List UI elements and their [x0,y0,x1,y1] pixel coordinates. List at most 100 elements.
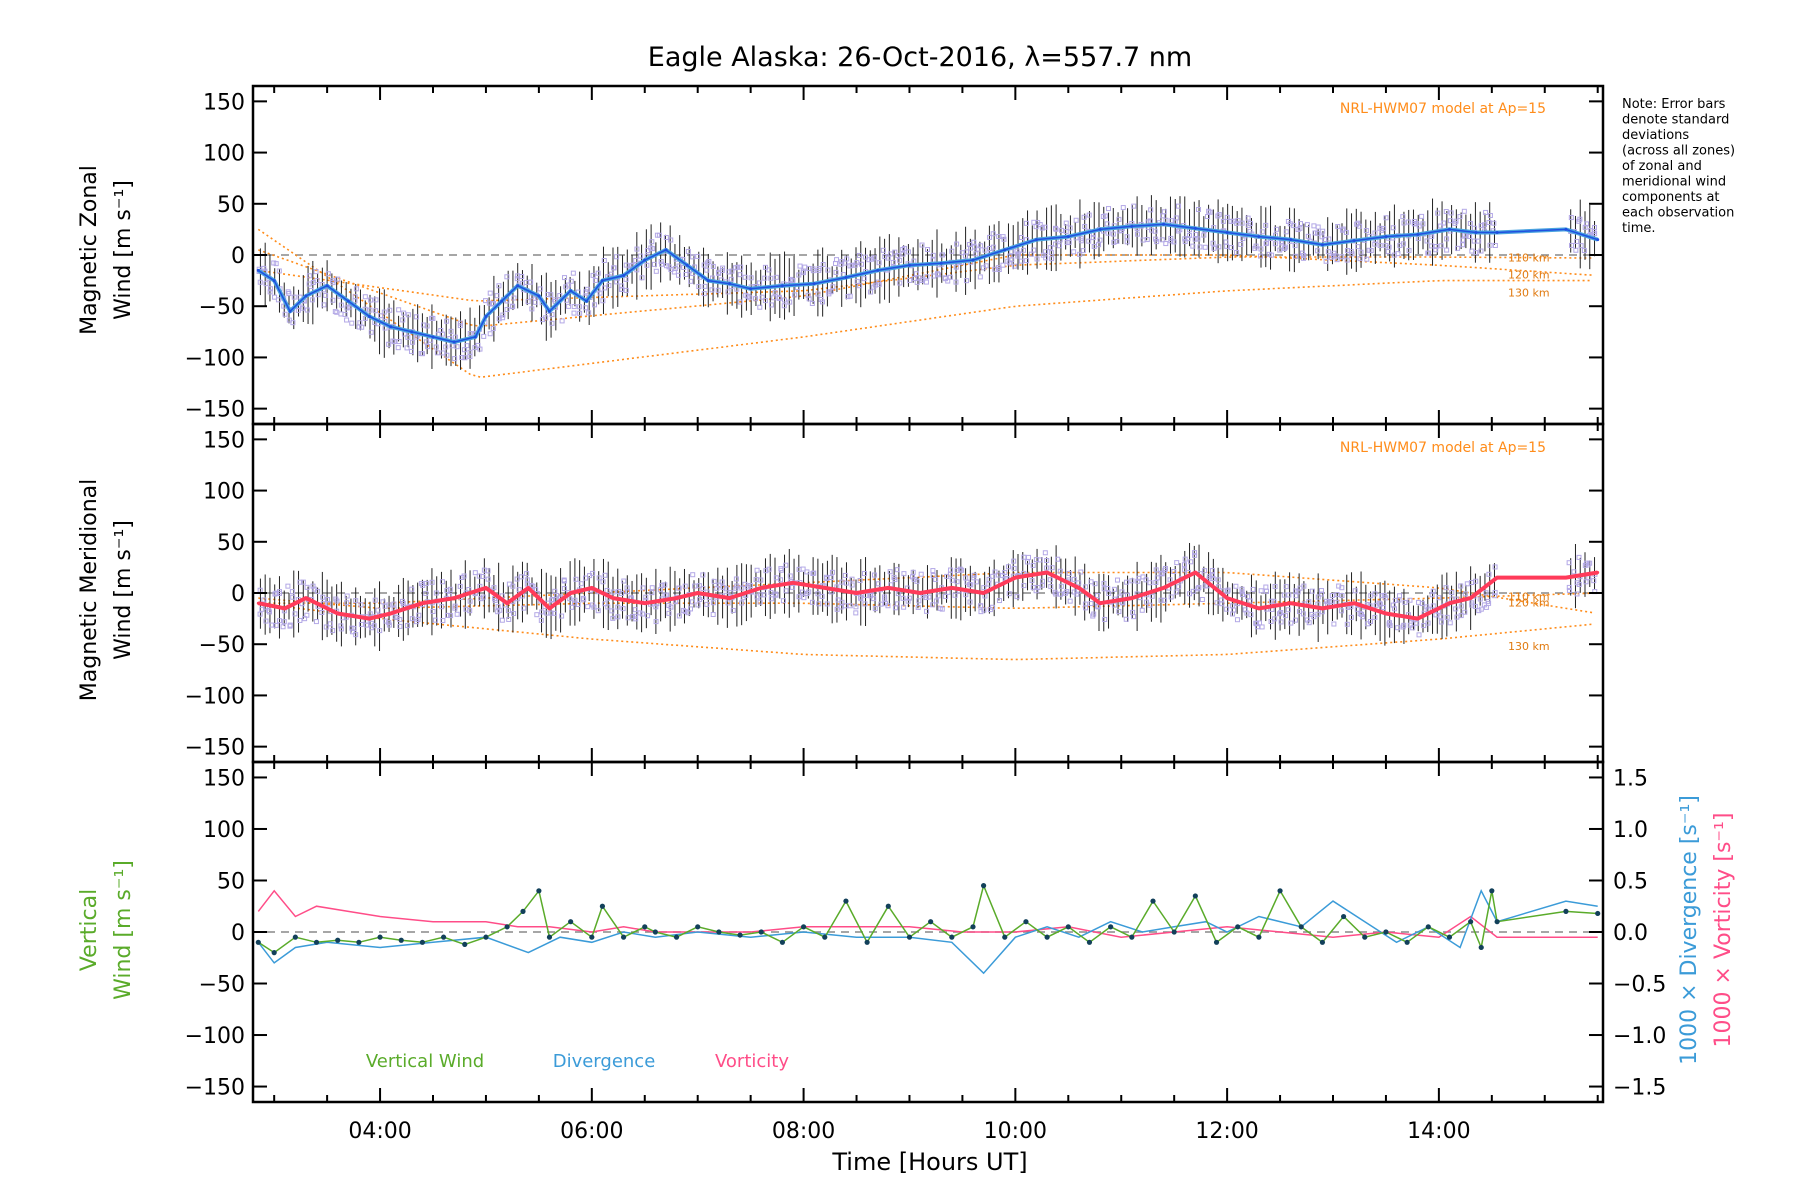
sample-point [743,292,749,298]
sample-point [418,581,424,587]
sample-point [1325,249,1331,255]
sample-point [1256,620,1262,626]
sample-point [549,320,555,326]
sample-point [609,271,615,277]
wind-point [283,606,287,610]
sample-point [510,583,516,589]
sample-point [590,272,596,278]
wind-point [547,606,551,610]
sample-point [913,271,919,277]
sample-point [1062,590,1068,596]
sample-point [349,320,355,326]
sample-point [425,344,431,350]
sample-point [925,247,931,253]
vertical-wind-point [255,939,261,945]
sample-point [401,310,407,316]
sample-point [1421,623,1427,629]
sample-point [1487,212,1493,218]
sample-point [881,594,887,600]
sample-point [1415,235,1421,241]
sample-point [525,299,531,305]
sample-point [773,591,779,597]
sample-point [1234,220,1240,226]
sample-point [1163,241,1169,247]
sample-point [1283,584,1289,590]
sample-point [1101,580,1107,586]
sample-point [444,318,450,324]
sample-point [1239,589,1245,595]
sample-point [1458,613,1464,619]
sample-point [413,314,419,320]
sample-point [866,257,872,263]
sample-point [1574,238,1580,244]
sample-point [915,604,921,610]
sample-point [930,568,936,574]
sample-point [462,355,468,361]
sample-point [780,598,786,604]
sample-point [1573,247,1579,253]
sample-point [747,582,753,588]
sample-point [834,257,840,263]
sample-point [1258,246,1264,252]
sample-point [1568,215,1574,221]
sample-point [1424,604,1430,610]
sample-point [1426,250,1432,256]
sample-point [953,279,959,285]
sample-point [1216,212,1222,218]
vertical-wind-point [335,937,341,943]
sample-point [491,585,497,591]
sample-point [1571,569,1577,575]
sample-point [1473,578,1479,584]
sample-point [681,264,687,270]
sample-point [719,267,725,273]
sample-point [514,576,520,582]
model-height-label: 120 km [1508,269,1550,282]
sample-point [739,600,745,606]
sample-point [395,345,401,351]
sample-point [1210,575,1216,581]
model-height-label: 110 km [1508,590,1550,603]
sample-point [263,618,269,624]
sample-point [1188,559,1194,565]
sample-point [597,290,603,296]
sample-point [1268,598,1274,604]
sample-point [1202,244,1208,250]
sample-point [1264,240,1270,246]
sample-point [461,573,467,579]
y-tick-label: −50 [199,973,245,998]
sample-point [868,289,874,295]
sample-point [633,616,639,622]
sample-point [907,277,913,283]
sample-point [1147,602,1153,608]
sample-point [963,592,969,598]
sample-point [1259,624,1265,630]
sample-point [1240,236,1246,242]
sample-point [505,608,511,614]
sample-point [1483,590,1489,596]
sample-point [787,299,793,305]
sample-point [1234,249,1240,255]
sample-point [506,616,512,622]
sample-point [809,599,815,605]
sample-point [901,245,907,251]
sample-point [934,271,940,277]
sample-point [1186,232,1192,238]
sample-point [552,588,558,594]
sample-point [559,613,565,619]
sample-point [880,247,886,253]
wind-point [1162,586,1166,590]
sample-point [900,251,906,257]
sample-point [1263,584,1269,590]
vertical-wind-point [1235,924,1241,930]
sample-point [621,578,627,584]
sample-point [552,297,558,303]
sample-point [1139,607,1145,613]
sample-point [910,569,916,575]
sample-point [773,274,779,280]
sample-point [905,249,911,255]
sample-point [690,599,696,605]
sample-point [871,284,877,290]
sample-point [1174,560,1180,566]
sample-point [291,294,297,300]
